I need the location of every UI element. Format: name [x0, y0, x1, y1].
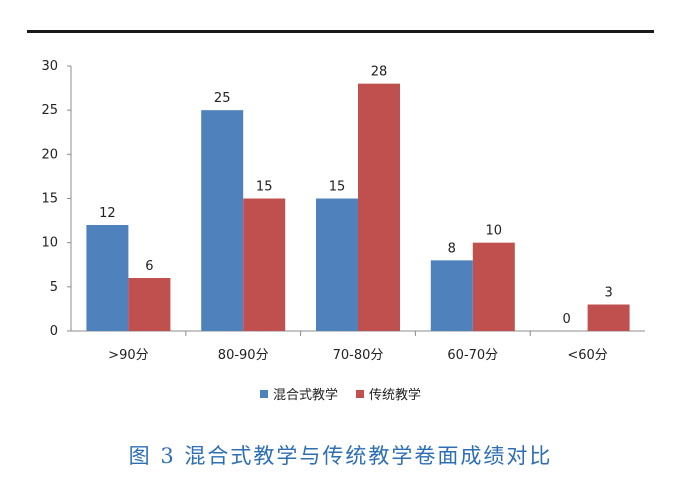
x-tick-label: 60-70分 — [447, 348, 498, 363]
data-label: 3 — [604, 286, 612, 301]
data-label: 15 — [256, 180, 273, 195]
y-tick-label: 15 — [41, 192, 58, 207]
legend-label-series-2: 传统教学 — [369, 388, 422, 403]
bar-series-2 — [243, 198, 286, 331]
chart-legend: 混合式教学 传统教学 — [0, 384, 681, 403]
bar-series-1 — [86, 225, 129, 331]
y-tick-label: 5 — [50, 280, 58, 295]
bar-series-2 — [472, 242, 515, 331]
data-label: 25 — [214, 91, 231, 106]
top-rule — [27, 30, 654, 33]
legend-swatch-series-2 — [356, 389, 364, 398]
legend-swatch-series-1 — [259, 389, 268, 398]
bar-chart: 051015202530126>90分251580-90分152870-80分8… — [41, 59, 645, 363]
data-label: 12 — [99, 206, 116, 221]
x-tick-label: <60分 — [567, 348, 607, 363]
y-tick-label: 20 — [41, 147, 58, 162]
y-tick-label: 0 — [50, 324, 58, 339]
data-label: 6 — [145, 259, 153, 274]
bar-series-1 — [316, 198, 358, 331]
y-tick-label: 25 — [41, 103, 58, 118]
data-label: 8 — [448, 241, 456, 256]
figure-caption: 图 3 混合式教学与传统教学卷面成绩对比 — [128, 444, 553, 468]
data-label: 15 — [329, 180, 346, 195]
legend-item-series-2: 传统教学 — [356, 384, 421, 403]
bar-series-2 — [358, 83, 400, 332]
y-tick-label: 10 — [41, 236, 58, 251]
data-label: 0 — [562, 312, 570, 327]
x-tick-label: >90分 — [108, 348, 148, 363]
legend-label-series-1: 混合式教学 — [272, 388, 338, 403]
x-tick-label: 80-90分 — [218, 348, 269, 363]
bar-series-2 — [128, 278, 171, 331]
bar-series-2 — [587, 304, 630, 331]
y-tick-label: 30 — [41, 59, 58, 74]
legend-item-series-1: 混合式教学 — [259, 384, 338, 403]
data-label: 28 — [371, 65, 388, 80]
data-label: 10 — [486, 224, 503, 239]
bar-series-1 — [201, 110, 244, 332]
bar-series-1 — [430, 260, 473, 331]
x-tick-label: 70-80分 — [333, 348, 384, 363]
